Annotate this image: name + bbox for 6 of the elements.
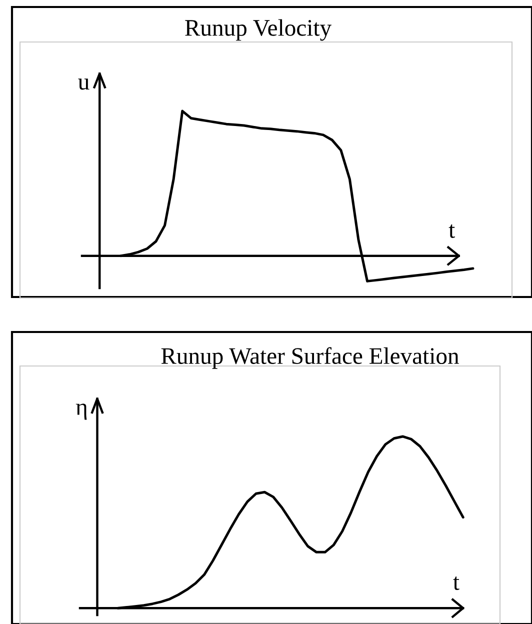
x-axis-title: t: [448, 224, 455, 238]
chart-title: Runup Water Surface Elevation: [161, 347, 459, 369]
y-axis-title: η: [76, 404, 87, 420]
y-axis-title: u: [78, 78, 90, 90]
chart-title: Runup Velocity: [185, 19, 332, 41]
x-axis-title: t: [453, 576, 460, 590]
